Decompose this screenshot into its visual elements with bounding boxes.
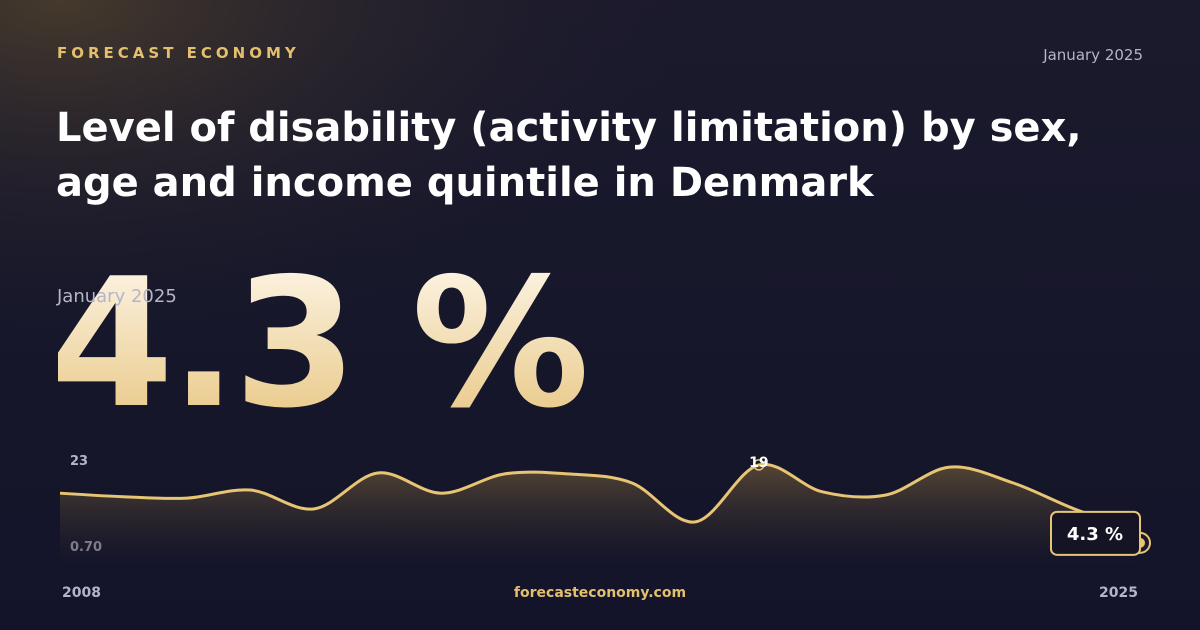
chart-title: age and income quintile in Denmark xyxy=(56,160,875,206)
x-tick-label: 2008 xyxy=(62,585,101,601)
sparkline: 0.702320082025194.3 % xyxy=(59,454,1151,601)
line xyxy=(59,462,1141,533)
brand: FORECAST ECONOMY xyxy=(57,44,300,62)
y-tick-label: 23 xyxy=(70,454,88,469)
date: January 2025 xyxy=(1042,46,1143,64)
x-tick-label: 2025 xyxy=(1099,585,1138,601)
chart-title: Level of disability (activity limitation… xyxy=(56,105,1082,151)
headline-value: 4.3 % xyxy=(50,240,586,447)
end-label-box xyxy=(1050,510,1141,556)
peak-marker xyxy=(753,459,765,471)
peak-label: 19 xyxy=(749,455,768,471)
area xyxy=(60,464,1140,565)
end-label: 4.3 % xyxy=(1067,524,1123,545)
headline-date: January 2025 xyxy=(56,286,177,307)
footer: forecasteconomy.com xyxy=(514,585,686,601)
